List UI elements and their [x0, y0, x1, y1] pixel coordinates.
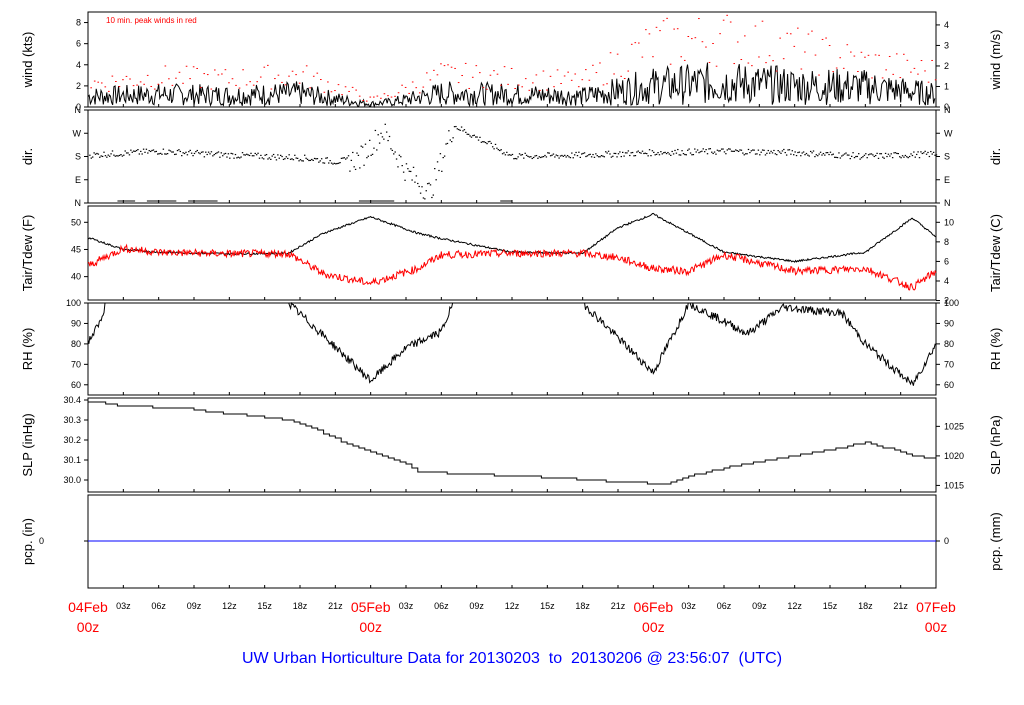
y-tick-label-right-wind: 1 — [944, 81, 949, 91]
y-tick-label-right-dir: W — [944, 128, 953, 138]
y-tick-label-right-rh: 70 — [944, 359, 954, 369]
y-axis-label-tair-tdew-f: Tair/Tdew (F) — [20, 215, 35, 292]
y-tick-label-right-slp: 1025 — [944, 421, 964, 431]
y-tick-label-right-temp: 4 — [944, 276, 949, 286]
y-tick-label-right-precip: 0 — [944, 536, 949, 546]
x-tick-label: 03z — [116, 601, 131, 611]
series-line-slp — [88, 401, 937, 485]
y-tick-label-right-slp: 1015 — [944, 480, 964, 490]
wind-annotation: 10 min. peak winds in red — [106, 16, 197, 25]
y-axis-label-rh: RH (%) — [20, 328, 35, 371]
y-tick-label-temp: 40 — [71, 272, 81, 282]
y-tick-label-dir: S — [75, 152, 81, 162]
y-tick-label-dir: N — [75, 198, 82, 208]
y-tick-label-right-rh: 90 — [944, 318, 954, 328]
y-tick-label-slp: 30.1 — [63, 455, 81, 465]
x-day-label: 04Feb — [68, 599, 108, 615]
y-tick-label-right-rh: 80 — [944, 339, 954, 349]
y-tick-label-right-wind: 2 — [944, 61, 949, 71]
y-tick-label-wind: 2 — [76, 81, 81, 91]
y-axis-label-pcp-in: pcp. (in) — [20, 518, 35, 565]
series-line-tair — [87, 212, 937, 263]
x-tick-label: 06z — [717, 601, 732, 611]
y-tick-label-right-dir: E — [944, 175, 950, 185]
x-day-hour-label: 00z — [925, 619, 948, 635]
y-tick-label-right-rh: 100 — [944, 298, 959, 308]
y-tick-label-wind: 8 — [76, 18, 81, 28]
y-tick-label-dir: E — [75, 175, 81, 185]
x-tick-label: 03z — [399, 601, 414, 611]
y-tick-label-wind: 0 — [76, 102, 81, 112]
x-tick-label: 03z — [681, 601, 696, 611]
series-line-mean-wind — [87, 62, 936, 109]
x-day-hour-label: 00z — [642, 619, 665, 635]
y-tick-label-right-slp: 1020 — [944, 451, 964, 461]
y-tick-label-precip: 0 — [39, 536, 44, 546]
x-tick-label: 12z — [787, 601, 802, 611]
y-tick-label-slp: 30.0 — [63, 475, 81, 485]
y-axis-label-right-rh: RH (%) — [988, 328, 1003, 371]
y-axis-label-right-pcp-in: pcp. (mm) — [988, 512, 1003, 571]
x-tick-label: 18z — [858, 601, 873, 611]
y-tick-label-right-temp: 8 — [944, 237, 949, 247]
y-tick-label-rh: 60 — [71, 380, 81, 390]
x-tick-label: 12z — [505, 601, 520, 611]
y-tick-label-wind: 6 — [76, 39, 81, 49]
x-tick-label: 06z — [434, 601, 449, 611]
x-tick-label: 09z — [752, 601, 767, 611]
y-tick-label-right-wind: 0 — [944, 102, 949, 112]
y-tick-label-right-wind: 3 — [944, 40, 949, 50]
x-day-hour-label: 00z — [359, 619, 382, 635]
y-tick-label-right-temp: 6 — [944, 256, 949, 266]
y-tick-label-temp: 50 — [71, 217, 81, 227]
y-axis-label-wind-kts: wind (kts) — [20, 32, 35, 89]
x-tick-label: 21z — [328, 601, 343, 611]
x-tick-label: 15z — [823, 601, 838, 611]
y-tick-label-right-temp: 2 — [944, 296, 949, 306]
y-tick-label-dir: W — [73, 128, 82, 138]
y-tick-label-right-dir: N — [944, 105, 951, 115]
x-day-hour-label: 00z — [77, 619, 100, 635]
y-tick-label-wind: 4 — [76, 60, 81, 70]
y-tick-label-slp: 30.4 — [63, 395, 81, 405]
x-tick-label: 18z — [293, 601, 308, 611]
series-line-rh — [87, 301, 937, 386]
y-tick-label-right-temp: 10 — [944, 217, 954, 227]
x-tick-label: 21z — [611, 601, 626, 611]
x-tick-label: 12z — [222, 601, 237, 611]
x-tick-label: 21z — [893, 601, 908, 611]
y-axis-label-right-wind-kts: wind (m/s) — [988, 30, 1003, 91]
x-tick-label: 09z — [469, 601, 484, 611]
x-tick-label: 18z — [575, 601, 590, 611]
y-tick-label-slp: 30.2 — [63, 435, 81, 445]
x-tick-label: 06z — [151, 601, 166, 611]
y-axis-label-right-slp-inhg: SLP (hPa) — [988, 415, 1003, 475]
x-tick-label: 15z — [540, 601, 555, 611]
y-axis-label-slp-inhg: SLP (inHg) — [20, 413, 35, 476]
y-tick-label-right-wind: 4 — [944, 20, 949, 30]
x-day-label: 07Feb — [916, 599, 956, 615]
panel-frame-rh — [87, 302, 937, 396]
y-axis-label-dir: dir. — [20, 148, 35, 165]
series-line-tdew — [87, 243, 937, 291]
x-tick-label: 09z — [187, 601, 202, 611]
y-tick-label-rh: 80 — [71, 339, 81, 349]
y-tick-label-slp: 30.3 — [63, 415, 81, 425]
y-tick-label-right-rh: 60 — [944, 380, 954, 390]
y-tick-label-temp: 45 — [71, 244, 81, 254]
chart-title: UW Urban Horticulture Data for 20130203 … — [241, 650, 783, 667]
y-tick-label-right-dir: N — [944, 198, 951, 208]
y-tick-label-rh: 70 — [71, 359, 81, 369]
y-tick-label-rh: 90 — [71, 318, 81, 328]
y-axis-label-right-tair-tdew-f: Tair/Tdew (C) — [988, 214, 1003, 292]
y-tick-label-right-dir: S — [944, 152, 950, 162]
x-day-label: 05Feb — [351, 599, 391, 615]
y-axis-label-right-dir: dir. — [988, 148, 1003, 165]
x-day-label: 06Feb — [633, 599, 673, 615]
y-tick-label-dir: N — [75, 105, 82, 115]
x-tick-label: 15z — [257, 601, 272, 611]
y-tick-label-rh: 100 — [66, 298, 81, 308]
